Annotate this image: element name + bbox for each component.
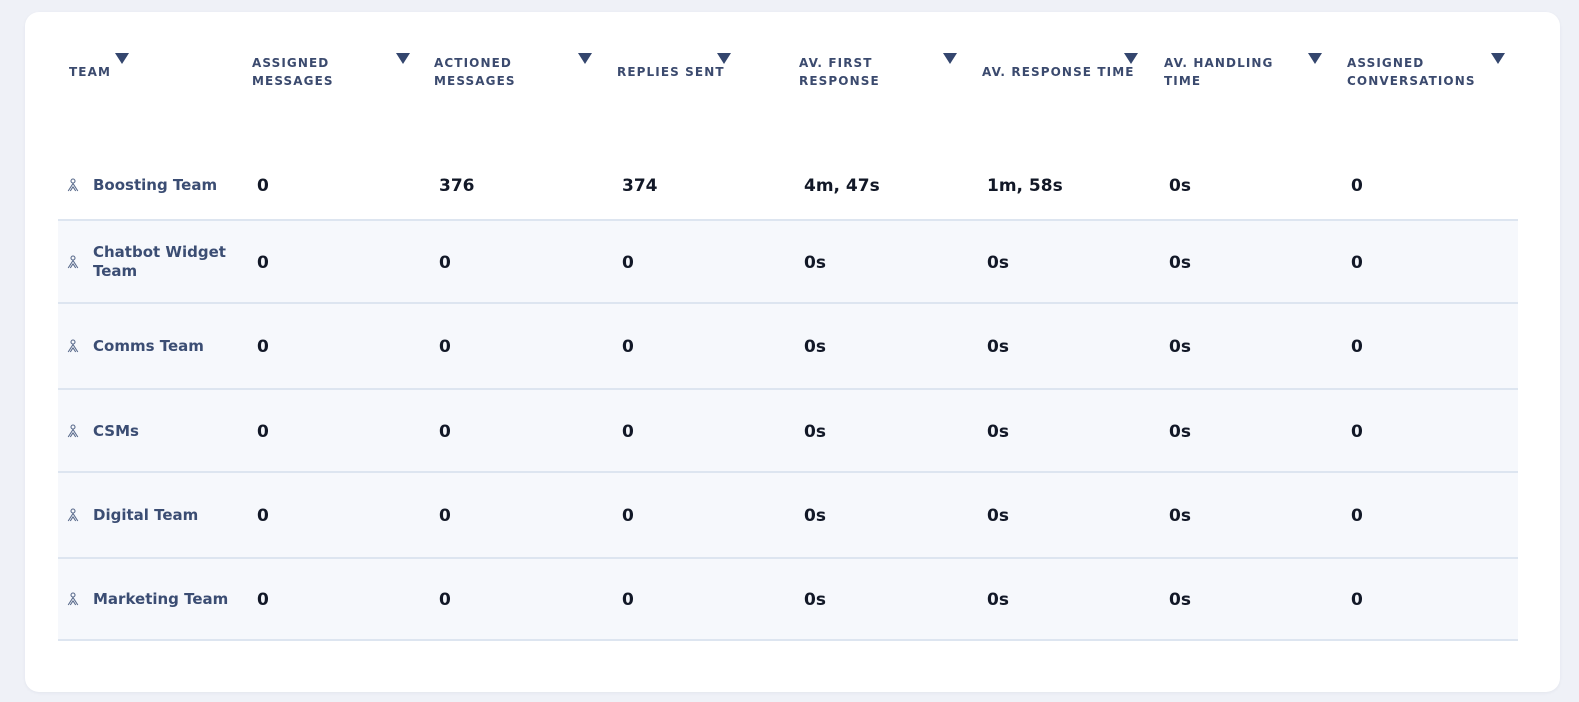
cell-av-handling-time: 0s	[1169, 252, 1191, 273]
cell-av-response-time: 0s	[987, 337, 1009, 357]
cell-replies-sent: 0	[622, 252, 634, 273]
team-name[interactable]: Comms Team	[93, 337, 204, 355]
column-header-replies-sent: REPLIES SENT	[617, 55, 725, 89]
cell-av-first-response: 0s	[804, 506, 826, 526]
sort-caret-down-icon[interactable]	[396, 53, 410, 64]
column-header-label: AV. FIRST RESPONSE	[799, 56, 880, 88]
column-header-label: AV. HANDLING TIME	[1164, 56, 1274, 88]
column-header-label: REPLIES SENT	[617, 65, 725, 79]
table-row[interactable]: Digital Team 0 0 0 0s 0s 0s 0	[58, 473, 1518, 559]
column-header-label: ASSIGNED MESSAGES	[252, 56, 334, 88]
team-icon	[67, 423, 79, 437]
column-header-label: ACTIONED MESSAGES	[434, 56, 516, 88]
cell-av-response-time: 1m, 58s	[987, 175, 1063, 196]
team-name[interactable]: CSMs	[93, 421, 139, 440]
sort-caret-down-icon[interactable]	[1308, 53, 1322, 64]
cell-av-first-response: 0s	[804, 590, 826, 610]
sort-caret-down-icon[interactable]	[578, 53, 592, 64]
cell-replies-sent: 374	[622, 175, 658, 196]
cell-replies-sent: 0	[622, 590, 634, 610]
cell-assigned-conversations: 0	[1351, 337, 1363, 357]
sort-caret-down-icon[interactable]	[115, 53, 129, 64]
cell-actioned-messages: 376	[439, 175, 475, 196]
team-report-card: TEAM ASSIGNED MESSAGES ACTIONED MESSAGES…	[25, 12, 1560, 692]
team-icon	[67, 177, 79, 191]
table-header: TEAM ASSIGNED MESSAGES ACTIONED MESSAGES…	[58, 40, 1518, 150]
cell-av-response-time: 0s	[987, 590, 1009, 610]
sort-caret-down-icon[interactable]	[1124, 53, 1138, 64]
column-header-label: TEAM	[69, 65, 112, 79]
cell-av-first-response: 0s	[804, 252, 826, 273]
column-header-av-handling-time: AV. HANDLING TIME	[1164, 55, 1274, 89]
cell-av-first-response: 0s	[804, 337, 826, 357]
table-row[interactable]: CSMs 0 0 0 0s 0s 0s 0	[58, 390, 1518, 473]
team-name[interactable]: Boosting Team	[93, 175, 218, 194]
team-icon	[67, 339, 79, 353]
team-name[interactable]: Chatbot Widget Team	[93, 242, 226, 280]
cell-assigned-messages: 0	[257, 175, 269, 196]
cell-replies-sent: 0	[622, 506, 634, 526]
cell-assigned-messages: 0	[257, 337, 269, 357]
cell-actioned-messages: 0	[439, 252, 451, 273]
cell-assigned-conversations: 0	[1351, 421, 1363, 442]
team-report-table: TEAM ASSIGNED MESSAGES ACTIONED MESSAGES…	[58, 40, 1518, 641]
cell-av-handling-time: 0s	[1169, 590, 1191, 610]
team-icon	[67, 254, 79, 268]
column-header-label: ASSIGNED CONVERSATIONS	[1347, 56, 1476, 88]
cell-assigned-messages: 0	[257, 252, 269, 273]
cell-assigned-conversations: 0	[1351, 252, 1363, 273]
cell-av-response-time: 0s	[987, 506, 1009, 526]
cell-av-handling-time: 0s	[1169, 421, 1191, 442]
cell-av-first-response: 0s	[804, 421, 826, 442]
column-header-assigned-messages: ASSIGNED MESSAGES	[252, 55, 334, 89]
table-row[interactable]: Comms Team 0 0 0 0s 0s 0s 0	[58, 304, 1518, 390]
column-header-actioned-messages: ACTIONED MESSAGES	[434, 55, 516, 89]
cell-replies-sent: 0	[622, 337, 634, 357]
sort-caret-down-icon[interactable]	[1491, 53, 1505, 64]
column-header-assigned-conversations: ASSIGNED CONVERSATIONS	[1347, 55, 1476, 89]
table-row[interactable]: Marketing Team 0 0 0 0s 0s 0s 0	[58, 559, 1518, 641]
cell-assigned-conversations: 0	[1351, 590, 1363, 610]
table-row[interactable]: Boosting Team 0 376 374 4m, 47s 1m, 58s 0s 0	[58, 150, 1518, 221]
cell-actioned-messages: 0	[439, 421, 451, 442]
cell-av-handling-time: 0s	[1169, 337, 1191, 357]
column-header-team: TEAM	[69, 55, 111, 89]
sort-caret-down-icon[interactable]	[717, 53, 731, 64]
cell-actioned-messages: 0	[439, 337, 451, 357]
team-icon	[67, 592, 79, 606]
cell-assigned-conversations: 0	[1351, 175, 1363, 196]
table-body: Boosting Team 0 376 374 4m, 47s 1m, 58s 0s 0 Cha…	[58, 150, 1518, 641]
team-icon	[67, 508, 79, 522]
cell-actioned-messages: 0	[439, 590, 451, 610]
team-name[interactable]: Marketing Team	[93, 590, 229, 608]
cell-av-first-response: 4m, 47s	[804, 175, 880, 196]
cell-replies-sent: 0	[622, 421, 634, 442]
cell-actioned-messages: 0	[439, 506, 451, 526]
cell-av-response-time: 0s	[987, 252, 1009, 273]
cell-assigned-messages: 0	[257, 590, 269, 610]
cell-assigned-messages: 0	[257, 506, 269, 526]
sort-caret-down-icon[interactable]	[943, 53, 957, 64]
cell-assigned-messages: 0	[257, 421, 269, 442]
cell-av-handling-time: 0s	[1169, 175, 1191, 196]
table-row[interactable]: Chatbot Widget Team 0 0 0 0s 0s 0s 0	[58, 221, 1518, 304]
cell-av-handling-time: 0s	[1169, 506, 1191, 526]
cell-assigned-conversations: 0	[1351, 506, 1363, 526]
cell-av-response-time: 0s	[987, 421, 1009, 442]
column-header-av-first-response: AV. FIRST RESPONSE	[799, 55, 880, 89]
team-name[interactable]: Digital Team	[93, 506, 199, 524]
column-header-av-response-time: AV. RESPONSE TIME	[982, 55, 1135, 89]
column-header-label: AV. RESPONSE TIME	[982, 65, 1135, 79]
